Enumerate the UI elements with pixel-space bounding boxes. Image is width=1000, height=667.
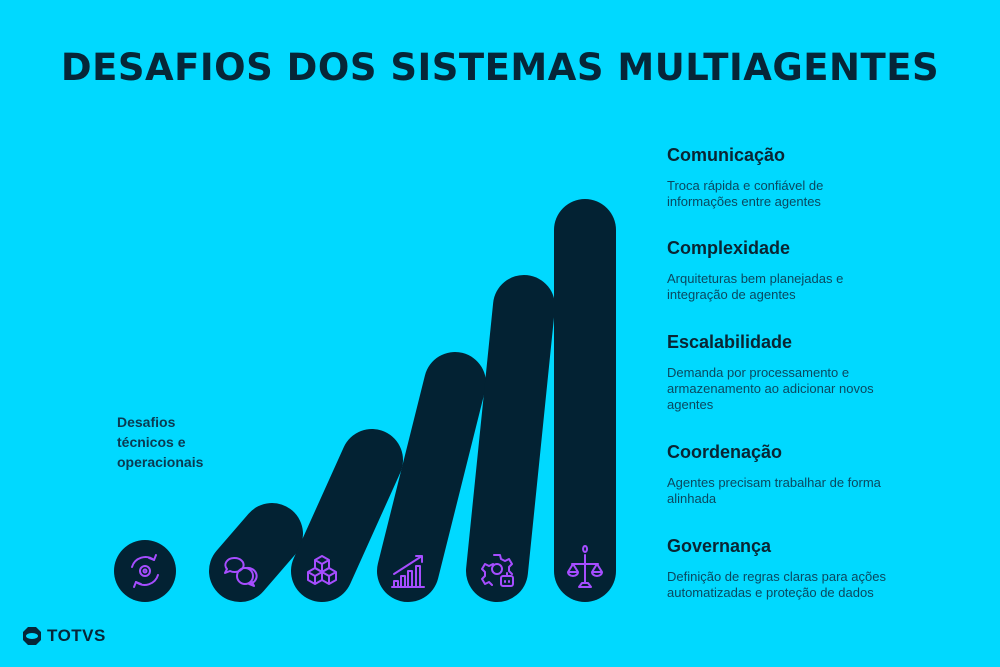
bar-complexidade — [291, 429, 403, 602]
challenge-title: Complexidade — [667, 238, 791, 258]
bar-coordenacao — [466, 275, 555, 602]
side-label-line: operacionais — [117, 454, 204, 470]
chat-bubbles-icon — [224, 556, 258, 587]
challenge-desc: Agentes precisam trabalhar de forma alin… — [667, 475, 881, 506]
challenge-desc: Demanda por processamento e armazenament… — [667, 365, 874, 412]
gear-robot-icon — [481, 554, 514, 587]
bar-escalabilidade — [377, 352, 486, 602]
totvs-logo: TOTVS — [22, 626, 106, 646]
challenge-escalabilidade: Escalabilidade Demanda por processamento… — [667, 332, 987, 413]
challenge-desc: Troca rápida e confiável de informações … — [667, 178, 824, 209]
start-circle — [114, 540, 176, 602]
growth-chart-icon — [391, 555, 425, 588]
challenge-title: Comunicação — [667, 145, 786, 165]
side-label: Desafios técnicos e operacionais — [117, 412, 203, 472]
challenge-complexidade: Complexidade Arquiteturas bem planejadas… — [667, 238, 987, 303]
challenge-desc: Definição de regras claras para ações au… — [667, 569, 886, 600]
challenge-coordenacao: Coordenação Agentes precisam trabalhar d… — [667, 442, 987, 507]
scales-icon — [567, 545, 603, 588]
challenge-desc: Arquiteturas bem planejadas e integração… — [667, 271, 844, 302]
cubes-icon — [307, 555, 337, 585]
challenge-title: Escalabilidade — [667, 332, 793, 352]
challenge-comunicacao: Comunicação Troca rápida e confiável de … — [667, 145, 987, 210]
challenge-title: Coordenação — [667, 442, 783, 462]
bar-comunicacao — [209, 503, 303, 602]
gear-cycle-icon — [131, 554, 159, 588]
page-title: DESAFIOS DOS SISTEMAS MULTIAGENTES — [60, 46, 940, 89]
totvs-logo-icon — [23, 627, 41, 645]
side-label-line: técnicos e — [117, 434, 186, 450]
logo-text: TOTVS — [47, 626, 106, 645]
challenge-title: Governança — [667, 536, 772, 556]
challenge-governanca: Governança Definição de regras claras pa… — [667, 536, 987, 601]
side-label-line: Desafios — [117, 414, 176, 430]
